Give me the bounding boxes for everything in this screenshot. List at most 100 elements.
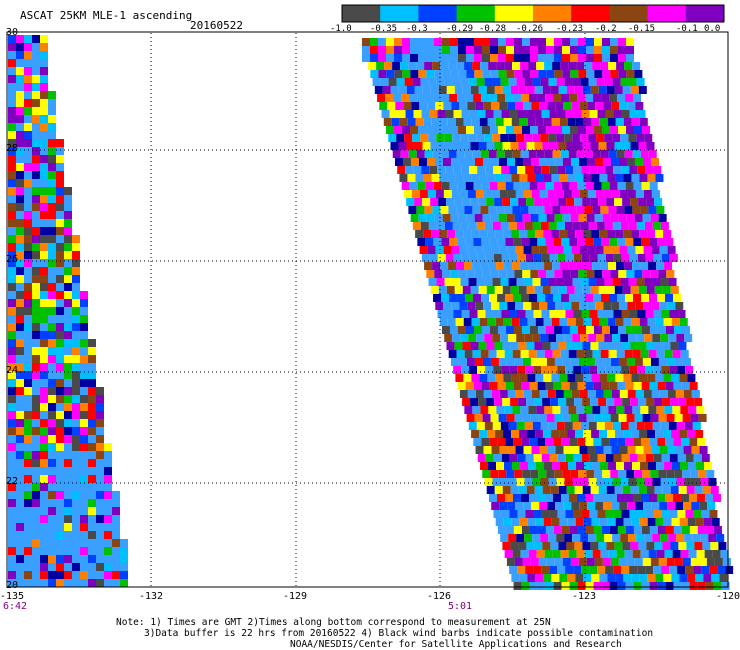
swath-cell [596,422,605,430]
swath-cell [519,230,528,238]
swath-cell [609,382,618,390]
swath-cell [601,526,610,534]
swath-cell [572,534,581,542]
swath-cell [653,310,662,318]
swath-cell [635,446,644,454]
swath-cell [40,259,48,267]
swath-cell [541,166,550,174]
swath-cell [434,126,443,134]
swath-cell [446,198,455,206]
swath-cell [507,246,516,254]
color-scale-label: -0.28 [479,24,507,34]
swath-cell [587,102,596,110]
color-scale-label: -0.35 [370,24,398,34]
swath-cell [612,222,621,230]
swath-cell [597,566,606,574]
swath-cell [506,270,515,278]
swath-cell [498,46,506,54]
swath-cell [88,475,96,483]
swath-cell [594,558,603,566]
swath-cell [592,494,601,502]
swath-cell [651,246,660,254]
swath-cell [610,158,619,166]
swath-cell [56,267,64,275]
swath-cell [112,515,120,523]
swath-cell [16,179,24,187]
swath-cell [540,222,549,230]
swath-cell [444,334,453,342]
swath-cell [40,75,48,83]
swath-cell [621,510,630,518]
swath-cell [550,198,559,206]
swath-cell [410,158,419,166]
swath-cell [599,230,608,238]
swath-cell [469,310,478,318]
swath-cell [529,326,538,334]
swath-cell [112,579,120,587]
swath-cell [505,326,514,334]
swath-cell [64,419,72,427]
swath-cell [664,550,673,558]
swath-cell [509,566,518,574]
swath-cell [72,291,80,299]
swath-cell [668,334,677,342]
swath-cell [619,446,628,454]
swath-cell [588,278,597,286]
swath-cell [590,142,599,150]
swath-cell [576,406,585,414]
swath-cell [578,46,586,54]
swath-cell [64,411,72,419]
swath-cell [56,299,64,307]
swath-cell [506,470,515,478]
swath-cell [88,403,96,411]
swath-cell [560,150,569,158]
swath-cell [48,347,56,355]
swath-cell [538,358,547,366]
swath-cell [476,134,485,142]
swath-cell [48,363,56,371]
swath-cell [32,259,40,267]
swath-cell [585,94,594,102]
swath-cell [624,62,633,70]
swath-cell [625,238,634,246]
swath-cell [497,94,506,102]
swath-cell [482,54,490,62]
swath-cell [448,262,457,270]
swath-cell [522,470,531,478]
swath-cell [8,571,16,579]
swath-cell [626,158,635,166]
swath-cell [550,142,559,150]
swath-cell [608,262,617,270]
swath-cell [627,246,636,254]
swath-cell [64,403,72,411]
swath-cell [491,502,500,510]
swath-cell [32,467,40,475]
swath-cell [602,38,610,46]
swath-cell [549,510,558,518]
swath-cell [454,86,463,94]
swath-cell [529,582,538,590]
swath-cell [8,115,16,123]
swath-cell [665,238,674,246]
swath-cell [40,115,48,123]
swath-cell [532,134,541,142]
swath-cell [40,227,48,235]
swath-cell [644,134,653,142]
swath-cell [645,454,654,462]
swath-cell [438,198,447,206]
swath-cell [557,166,566,174]
swath-cell [578,70,587,78]
swath-cell [527,230,536,238]
swath-cell [450,54,458,62]
swath-cell [571,102,580,110]
swath-cell [602,70,611,78]
swath-cell [578,158,587,166]
swath-cell [650,158,659,166]
swath-cell [501,510,510,518]
swath-cell [623,518,632,526]
swath-cell [104,515,112,523]
swath-cell [424,62,433,70]
swath-cell [456,206,465,214]
swath-cell [527,318,536,326]
swath-cell [535,518,544,526]
